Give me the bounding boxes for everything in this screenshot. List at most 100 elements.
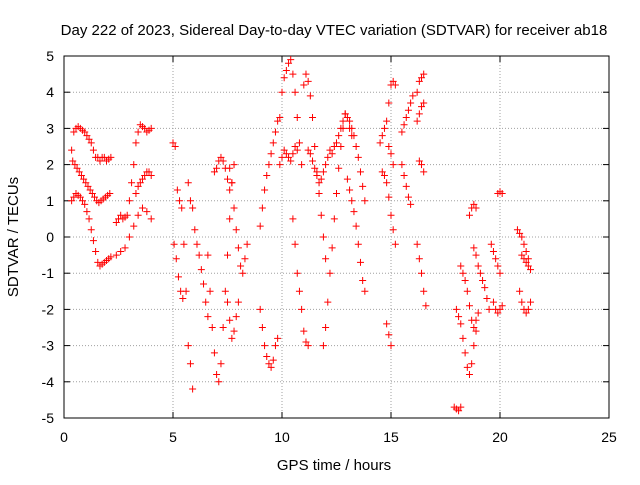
data-point	[518, 251, 526, 259]
series-arc-h	[276, 56, 306, 169]
data-point	[527, 298, 535, 306]
data-point	[304, 146, 312, 154]
grid	[64, 56, 609, 418]
data-point	[230, 327, 238, 335]
series-arc-h-mid	[276, 143, 301, 169]
data-point	[489, 247, 497, 255]
data-point	[265, 360, 273, 368]
series-arc-s-lower	[489, 298, 506, 317]
data-point	[112, 219, 120, 227]
data-point	[91, 193, 99, 201]
y-tick-label: -2	[42, 301, 55, 317]
data-point	[389, 161, 397, 169]
data-point	[180, 240, 188, 248]
data-point	[86, 186, 94, 194]
data-point	[465, 371, 473, 379]
series-arc-k-upper	[346, 117, 369, 205]
data-point	[106, 190, 114, 198]
data-point	[258, 204, 266, 212]
data-point	[184, 179, 192, 187]
data-point	[333, 190, 340, 198]
data-point	[96, 157, 104, 165]
series-arc-a-lower	[69, 157, 114, 207]
series-arc-p	[450, 403, 465, 415]
data-point	[420, 168, 428, 176]
data-point	[335, 132, 343, 140]
data-point	[319, 233, 327, 241]
data-point	[287, 157, 295, 165]
data-point	[311, 164, 319, 172]
x-tick-label: 0	[60, 429, 68, 445]
data-point	[184, 342, 192, 350]
y-tick-label: 3	[46, 120, 54, 136]
data-point	[171, 143, 179, 150]
data-point	[470, 200, 478, 208]
data-point	[125, 233, 133, 241]
data-point	[389, 77, 397, 85]
data-point	[350, 132, 358, 140]
series-arc-s	[487, 240, 504, 277]
series-arc-m-lower	[398, 161, 415, 208]
data-point	[226, 164, 234, 172]
data-point	[186, 197, 194, 205]
data-point	[498, 302, 506, 310]
data-point	[138, 204, 146, 212]
data-point	[330, 143, 338, 150]
data-point	[261, 186, 269, 194]
data-point	[522, 247, 530, 255]
data-point	[452, 305, 460, 313]
x-tick-label: 20	[492, 429, 508, 445]
series-arc-i-mid	[304, 146, 334, 187]
data-point	[309, 114, 317, 122]
data-point	[147, 215, 155, 223]
data-point	[141, 124, 149, 132]
data-point	[474, 309, 482, 317]
data-point	[70, 128, 78, 136]
data-point	[352, 143, 360, 150]
data-point	[291, 143, 299, 150]
data-point	[346, 186, 354, 194]
data-point	[81, 200, 89, 208]
data-point	[420, 70, 428, 78]
data-point	[472, 251, 480, 259]
data-point	[402, 182, 410, 190]
data-point	[215, 378, 223, 386]
data-point	[197, 266, 205, 274]
data-point	[348, 124, 356, 132]
data-point	[87, 139, 95, 147]
data-point	[326, 269, 334, 277]
data-point	[206, 287, 214, 295]
data-point	[330, 215, 338, 223]
data-point	[285, 59, 293, 67]
data-point	[418, 161, 426, 169]
series-arc-q	[452, 305, 480, 379]
data-point	[274, 117, 282, 125]
data-point	[210, 349, 218, 357]
data-point	[337, 124, 345, 132]
data-point	[487, 240, 495, 248]
data-point	[328, 244, 336, 252]
data-point	[73, 164, 81, 172]
data-point	[457, 403, 465, 411]
data-point	[88, 190, 96, 198]
data-point	[380, 124, 388, 132]
data-point	[226, 186, 234, 194]
series-arc-h-low	[289, 215, 312, 350]
data-point	[319, 342, 327, 350]
data-point	[68, 146, 76, 154]
data-point	[520, 240, 528, 248]
data-point	[130, 222, 138, 230]
data-point	[289, 215, 297, 223]
data-point	[71, 161, 79, 169]
data-point	[352, 222, 360, 230]
data-point	[415, 157, 423, 165]
data-point	[85, 135, 93, 143]
data-point	[494, 309, 502, 317]
data-point	[380, 171, 388, 179]
data-point	[217, 360, 225, 368]
data-point	[256, 305, 264, 313]
data-point	[232, 313, 240, 321]
data-point	[83, 208, 91, 216]
data-point	[407, 200, 415, 208]
data-point	[389, 226, 397, 234]
